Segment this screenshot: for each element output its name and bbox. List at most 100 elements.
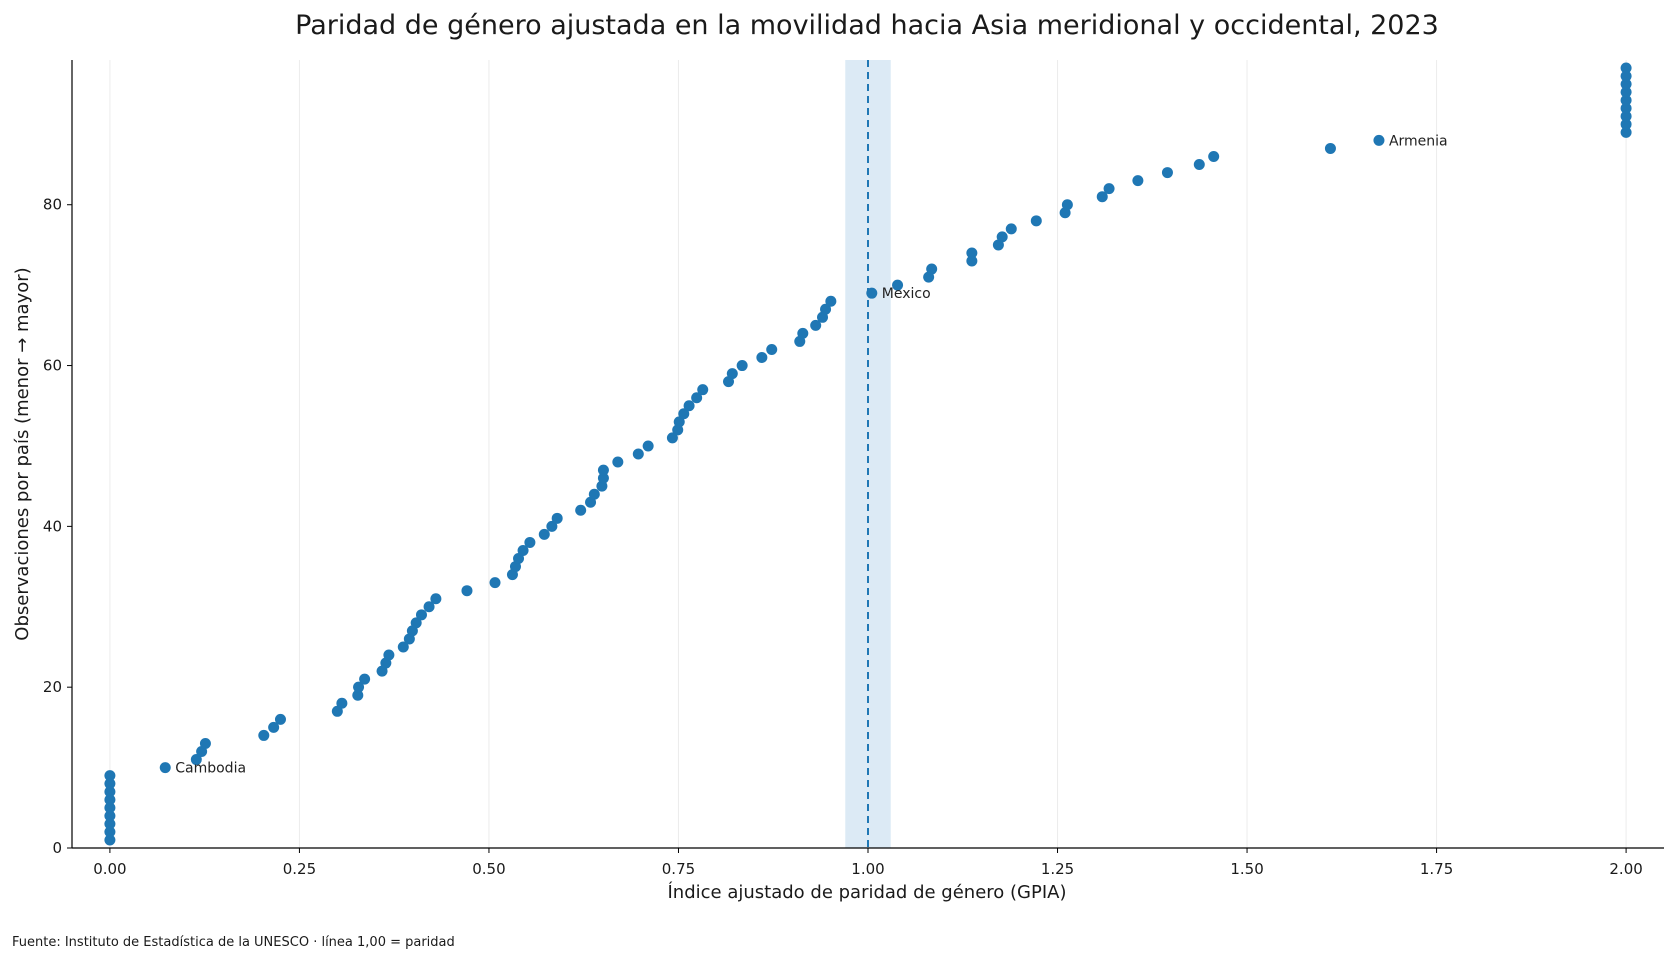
data-point bbox=[726, 368, 738, 380]
data-point bbox=[1620, 118, 1632, 130]
data-point bbox=[1620, 110, 1632, 122]
data-point bbox=[199, 737, 211, 749]
data-point bbox=[104, 834, 116, 846]
data-point bbox=[274, 713, 286, 725]
data-point bbox=[104, 826, 116, 838]
data-point bbox=[331, 705, 343, 717]
data-points bbox=[104, 62, 1632, 846]
data-point bbox=[820, 303, 832, 315]
data-point bbox=[642, 440, 654, 452]
data-point bbox=[1620, 126, 1632, 138]
data-point bbox=[353, 681, 365, 693]
data-point bbox=[996, 231, 1008, 243]
x-tick-label-6: 1.50 bbox=[1230, 860, 1263, 878]
y-tick-label-1: 20 bbox=[43, 678, 62, 696]
data-point bbox=[104, 810, 116, 822]
x-tick-label-7: 1.75 bbox=[1420, 860, 1453, 878]
data-point bbox=[517, 544, 529, 556]
data-point bbox=[1005, 223, 1017, 235]
y-tick-label-3: 60 bbox=[43, 357, 62, 375]
data-point bbox=[258, 729, 270, 741]
annotations: Cambodia Mexico Armenia bbox=[175, 133, 1447, 776]
data-point bbox=[1620, 94, 1632, 106]
data-point bbox=[383, 649, 395, 661]
parity-band bbox=[845, 60, 891, 848]
data-point bbox=[1324, 142, 1336, 154]
data-point bbox=[397, 641, 409, 653]
data-point bbox=[461, 585, 473, 597]
data-point bbox=[1103, 183, 1115, 195]
data-point bbox=[1620, 78, 1632, 90]
data-point bbox=[612, 456, 624, 468]
data-point bbox=[513, 553, 525, 565]
data-point bbox=[359, 673, 371, 685]
data-point bbox=[430, 593, 442, 605]
data-point bbox=[423, 601, 435, 613]
data-point bbox=[410, 617, 422, 629]
y-tick-label-0: 0 bbox=[52, 839, 62, 857]
source-note: Fuente: Instituto de Estadística de la U… bbox=[12, 935, 455, 950]
x-tick-label-1: 0.25 bbox=[283, 860, 316, 878]
data-point bbox=[1096, 191, 1108, 203]
x-tick-label-2: 0.50 bbox=[472, 860, 505, 878]
data-point bbox=[104, 794, 116, 806]
x-axis-label: Índice ajustado de paridad de género (GP… bbox=[668, 881, 1067, 903]
data-point bbox=[810, 319, 822, 331]
data-point bbox=[736, 360, 748, 372]
data-point bbox=[1620, 70, 1632, 82]
annotation-label-0: Cambodia bbox=[175, 761, 246, 777]
data-point bbox=[104, 770, 116, 782]
chart-title: Paridad de género ajustada en la movilid… bbox=[295, 10, 1439, 41]
data-point bbox=[666, 432, 678, 444]
data-point bbox=[546, 520, 558, 532]
data-point bbox=[966, 247, 978, 259]
annotation-label-2: Armenia bbox=[1389, 133, 1448, 149]
x-tick-label-5: 1.25 bbox=[1041, 860, 1074, 878]
data-point bbox=[104, 778, 116, 790]
data-point bbox=[104, 802, 116, 814]
data-point bbox=[892, 279, 904, 291]
data-point bbox=[489, 577, 501, 589]
data-point bbox=[673, 416, 685, 428]
data-point bbox=[797, 327, 809, 339]
annotation-label-1: Mexico bbox=[882, 286, 931, 302]
data-point bbox=[1373, 134, 1385, 146]
x-tick-label-0: 0.00 bbox=[93, 860, 126, 878]
data-point bbox=[926, 263, 938, 275]
data-point bbox=[104, 786, 116, 798]
data-point bbox=[678, 408, 690, 420]
data-point bbox=[756, 352, 768, 364]
data-point bbox=[1161, 167, 1173, 179]
data-point bbox=[597, 464, 609, 476]
data-point bbox=[524, 536, 536, 548]
data-point bbox=[825, 295, 837, 307]
data-point bbox=[1030, 215, 1042, 227]
data-point bbox=[1620, 102, 1632, 114]
data-point bbox=[697, 384, 709, 396]
data-point bbox=[588, 488, 600, 500]
data-point bbox=[1132, 175, 1144, 187]
data-point bbox=[1620, 62, 1632, 74]
data-point bbox=[538, 528, 550, 540]
y-axis-label: Observaciones por país (menor → mayor) bbox=[12, 267, 33, 640]
data-point bbox=[632, 448, 644, 460]
data-point bbox=[551, 512, 563, 524]
data-point bbox=[766, 343, 778, 355]
parity-band-layer bbox=[845, 60, 891, 848]
data-point bbox=[352, 689, 364, 701]
data-point bbox=[159, 762, 171, 774]
data-point bbox=[415, 609, 427, 621]
x-tick-label-3: 0.75 bbox=[662, 860, 695, 878]
data-point bbox=[597, 472, 609, 484]
x-tick-label-4: 1.00 bbox=[851, 860, 884, 878]
data-point bbox=[268, 721, 280, 733]
y-tick-label-2: 40 bbox=[43, 517, 62, 535]
data-point bbox=[336, 697, 348, 709]
axes bbox=[67, 60, 1664, 853]
data-point bbox=[966, 255, 978, 267]
data-point bbox=[691, 392, 703, 404]
data-point bbox=[1193, 159, 1205, 171]
data-point bbox=[1061, 199, 1073, 211]
